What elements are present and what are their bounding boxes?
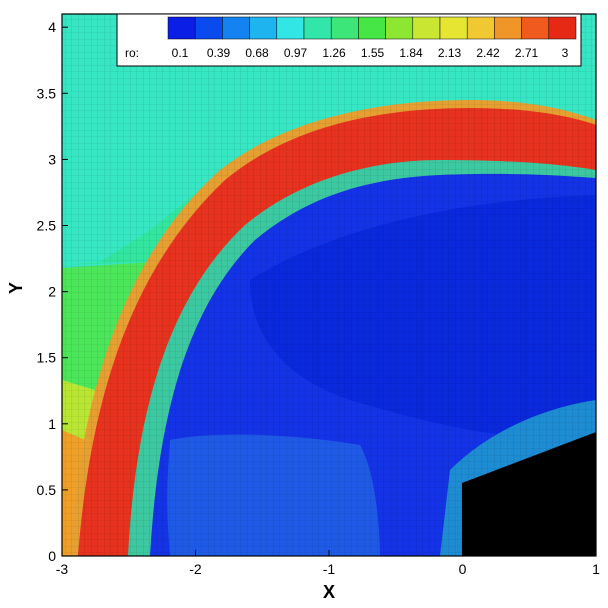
y-axis-label: Y bbox=[6, 282, 26, 294]
legend-swatch bbox=[249, 16, 278, 40]
legend-level-label: 1.84 bbox=[399, 46, 423, 60]
y-tick-label: 2.5 bbox=[37, 218, 57, 234]
axes: -3 -2 -1 0 1 0 0.5 1 1.5 2 2.5 3 3.5 4 bbox=[37, 19, 601, 577]
legend-level-label: 1.55 bbox=[361, 46, 385, 60]
legend-swatch bbox=[412, 16, 441, 40]
legend-swatch bbox=[222, 16, 250, 40]
y-tick-label: 1 bbox=[48, 416, 56, 432]
legend: ro: 0.1 0.39 0.68 0.97 1.26 1.55 1.84 2.13 2.42 2… bbox=[116, 13, 582, 67]
legend-swatch bbox=[548, 16, 577, 40]
legend-level-label: 0.39 bbox=[207, 46, 231, 60]
legend-swatch bbox=[194, 16, 223, 40]
y-tick-label: 0.5 bbox=[37, 482, 57, 498]
x-tick-label: 0 bbox=[459, 561, 467, 577]
x-tick-label: 1 bbox=[592, 561, 600, 577]
legend-swatch bbox=[167, 16, 196, 40]
legend-levels: 0.1 0.39 0.68 0.97 1.26 1.55 1.84 2.13 2.42 2.71 3 bbox=[172, 46, 569, 60]
y-tick-label: 3 bbox=[48, 151, 56, 167]
y-tick-label: 0 bbox=[48, 548, 56, 564]
legend-colorbar bbox=[167, 16, 577, 40]
legend-level-label: 0.97 bbox=[284, 46, 308, 60]
legend-variable-label: ro: bbox=[125, 46, 139, 60]
legend-level-label: 2.42 bbox=[476, 46, 500, 60]
mesh-overlay bbox=[62, 14, 596, 556]
legend-swatch bbox=[439, 16, 468, 40]
legend-level-label: 0.1 bbox=[172, 46, 189, 60]
legend-swatch bbox=[358, 16, 386, 40]
x-tick-label: -1 bbox=[323, 561, 336, 577]
legend-level-label: 1.26 bbox=[322, 46, 346, 60]
legend-swatch bbox=[303, 16, 332, 40]
legend-swatch bbox=[385, 16, 414, 40]
y-tick-label: 4 bbox=[48, 19, 56, 35]
x-tick-label: -2 bbox=[189, 561, 202, 577]
legend-swatch bbox=[494, 16, 522, 40]
y-tick-label: 2 bbox=[48, 284, 56, 300]
legend-swatch bbox=[466, 16, 495, 40]
legend-swatch bbox=[276, 16, 305, 40]
legend-level-label: 3 bbox=[562, 46, 569, 60]
x-axis-label: X bbox=[323, 582, 335, 602]
legend-level-label: 2.71 bbox=[515, 46, 539, 60]
legend-swatch bbox=[521, 16, 550, 40]
legend-level-label: 0.68 bbox=[245, 46, 269, 60]
y-tick-label: 3.5 bbox=[37, 85, 57, 101]
legend-level-label: 2.13 bbox=[438, 46, 462, 60]
y-tick-label: 1.5 bbox=[37, 350, 57, 366]
contour-field bbox=[62, 14, 596, 556]
legend-swatch bbox=[330, 16, 359, 40]
x-tick-label: -3 bbox=[56, 561, 69, 577]
